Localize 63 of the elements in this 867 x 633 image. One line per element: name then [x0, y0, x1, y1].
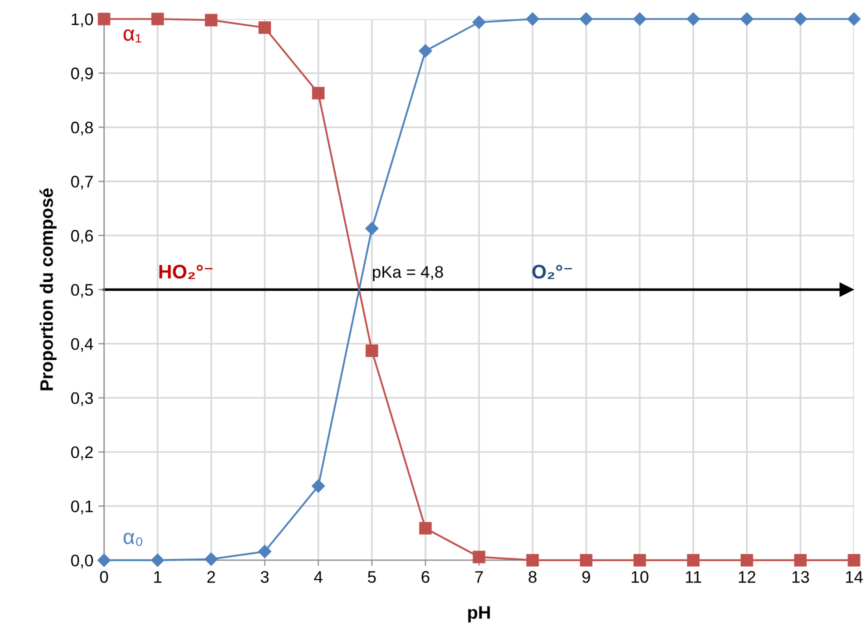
point [633, 12, 646, 26]
point [365, 222, 378, 236]
y-tick-label: 0,0 [71, 554, 93, 568]
x-tick-label: 4 [314, 571, 322, 583]
point [472, 550, 486, 564]
x-tick-label: 12 [738, 571, 756, 583]
point [204, 14, 218, 26]
point [366, 344, 378, 358]
point [848, 554, 860, 566]
y-tick-label: 0,4 [71, 338, 94, 352]
x-tick-label: 2 [207, 571, 215, 583]
y-tick-label: 0,8 [71, 122, 93, 136]
point [312, 479, 325, 493]
x-tick-label: 8 [528, 571, 536, 583]
point [847, 12, 861, 26]
y-tick-label: 0,7 [71, 176, 93, 190]
point [472, 16, 486, 29]
y-tick-label: 1,0 [72, 13, 93, 28]
point [418, 44, 432, 58]
point [97, 554, 111, 567]
annotation: O₂°⁻ [532, 264, 572, 279]
point [204, 552, 218, 566]
x-tick-label: 10 [632, 571, 648, 583]
x-tick-label: 11 [686, 571, 702, 583]
point [633, 554, 646, 566]
point [580, 12, 593, 26]
y-tick-label: 0,9 [71, 68, 93, 82]
x-tick-label: 14 [846, 571, 863, 583]
x-tick-label: 3 [260, 571, 269, 583]
x-tick-label: 9 [582, 571, 590, 583]
point [526, 12, 540, 26]
point [526, 554, 539, 566]
point [794, 554, 807, 566]
y-axis-title: Proportion du composé [40, 188, 57, 390]
point [419, 522, 432, 535]
x-tick-label: 5 [368, 571, 376, 583]
y-tick-label: 0,5 [71, 284, 93, 298]
x-axis-title: pH [468, 606, 490, 622]
y-tick-label: 0,2 [71, 446, 93, 460]
point [740, 554, 754, 566]
series-label: α₀ [124, 532, 142, 546]
series-label: α₁ [124, 29, 142, 42]
point [580, 554, 592, 566]
point [794, 12, 808, 26]
x-tick-label: 1 [154, 571, 162, 583]
point [258, 544, 272, 558]
y-tick-label: 0,1 [71, 500, 93, 514]
x-tick-label: 6 [422, 571, 430, 583]
point [686, 12, 700, 26]
point [740, 12, 754, 26]
annotation: pKa = 4,8 [372, 266, 443, 282]
point [258, 21, 271, 34]
point [312, 86, 325, 100]
point [687, 554, 700, 566]
point [98, 12, 110, 26]
y-tick-label: 0,6 [71, 230, 93, 244]
annotation: HO₂°⁻ [159, 264, 213, 279]
point [151, 12, 164, 26]
y-tick-label: 0,3 [71, 392, 93, 406]
x-tick-label: 7 [475, 571, 483, 583]
x-tick-label: 13 [792, 571, 809, 583]
x-tick-label: 0 [100, 571, 108, 583]
point [151, 554, 164, 567]
